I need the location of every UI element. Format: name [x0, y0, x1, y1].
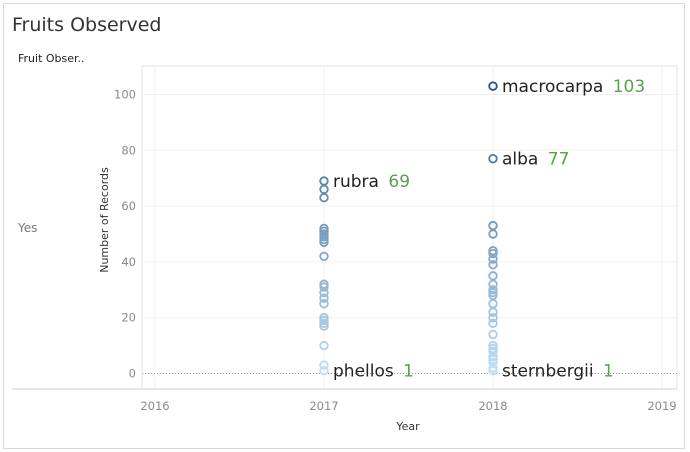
- mark-label-value: 103: [613, 77, 645, 97]
- mark-labels: rubra 69 phellos 1 macrocarpa 103 alba 77 st…: [333, 77, 645, 382]
- chart-title: Fruits Observed: [12, 14, 162, 36]
- data-point[interactable]: [488, 248, 498, 259]
- mark-label-name: rubra: [333, 172, 384, 192]
- data-point[interactable]: [319, 366, 329, 376]
- mark-label-value: 1: [403, 362, 414, 382]
- data-point[interactable]: [319, 360, 329, 370]
- mark-label-value: 69: [388, 172, 410, 192]
- mark-label-value: 1: [603, 362, 614, 382]
- mark-label: rubra 69: [333, 172, 410, 192]
- x-tick-label: 2019: [647, 399, 676, 413]
- mark-label: phellos 1: [333, 362, 414, 382]
- data-point[interactable]: [488, 229, 498, 239]
- mark-label-value: 77: [548, 150, 570, 170]
- data-point[interactable]: [319, 237, 329, 248]
- mark-label: alba 77: [502, 150, 569, 170]
- x-tick-label: 2018: [478, 399, 507, 413]
- data-point[interactable]: [319, 234, 329, 245]
- data-point[interactable]: [488, 329, 498, 340]
- mark-label-name: macrocarpa: [502, 77, 609, 97]
- data-point[interactable]: [319, 299, 329, 309]
- y-tick-label: 0: [129, 367, 136, 381]
- data-point[interactable]: [319, 293, 329, 303]
- data-point[interactable]: [319, 232, 329, 242]
- y-tick-label: 100: [114, 88, 136, 102]
- data-point[interactable]: [319, 287, 329, 298]
- mark-label: macrocarpa 103: [502, 77, 645, 97]
- data-point[interactable]: [319, 340, 329, 351]
- data-point[interactable]: [319, 318, 329, 328]
- data-point[interactable]: [488, 366, 498, 376]
- data-point[interactable]: [488, 153, 498, 164]
- data-point[interactable]: [488, 340, 498, 351]
- data-point[interactable]: [488, 318, 498, 328]
- x-tick-label: 2016: [140, 399, 169, 413]
- data-point[interactable]: [488, 352, 498, 362]
- mark-label: sternbergii 1: [502, 362, 614, 382]
- data-point[interactable]: [319, 282, 329, 292]
- chart-frame: [3, 3, 685, 449]
- mark-label-name: sternbergii: [502, 362, 599, 382]
- row-label-yes: Yes: [18, 221, 38, 235]
- y-axis-title: Number of Records: [98, 167, 111, 273]
- data-point[interactable]: [488, 313, 498, 323]
- y-tick-label: 20: [121, 311, 136, 325]
- mark-label-name: alba: [502, 150, 544, 170]
- x-axis-title: Year: [395, 420, 420, 433]
- data-point[interactable]: [488, 285, 498, 295]
- data-point[interactable]: [488, 254, 498, 264]
- data-point[interactable]: [488, 307, 498, 317]
- x-tick-label: 2017: [309, 399, 338, 413]
- data-point[interactable]: [319, 251, 329, 262]
- data-point[interactable]: [319, 315, 329, 326]
- y-tick-label: 40: [121, 255, 136, 269]
- data-points: [319, 81, 498, 376]
- plot-area: [141, 65, 678, 390]
- axes: 0 20 40 60 80 100 2016 2017 2018 2019: [12, 88, 677, 413]
- data-point[interactable]: [488, 259, 498, 270]
- data-point[interactable]: [488, 363, 498, 373]
- y-tick-label: 60: [121, 199, 136, 213]
- pane-header-fruit-observed[interactable]: Fruit Obser..: [18, 52, 85, 65]
- data-point[interactable]: [488, 81, 498, 91]
- data-point[interactable]: [319, 193, 329, 203]
- gridlines: [141, 65, 678, 390]
- mark-label-name: phellos: [333, 362, 399, 382]
- data-point[interactable]: [319, 321, 329, 331]
- y-tick-label: 80: [121, 143, 136, 157]
- data-point[interactable]: [488, 287, 498, 298]
